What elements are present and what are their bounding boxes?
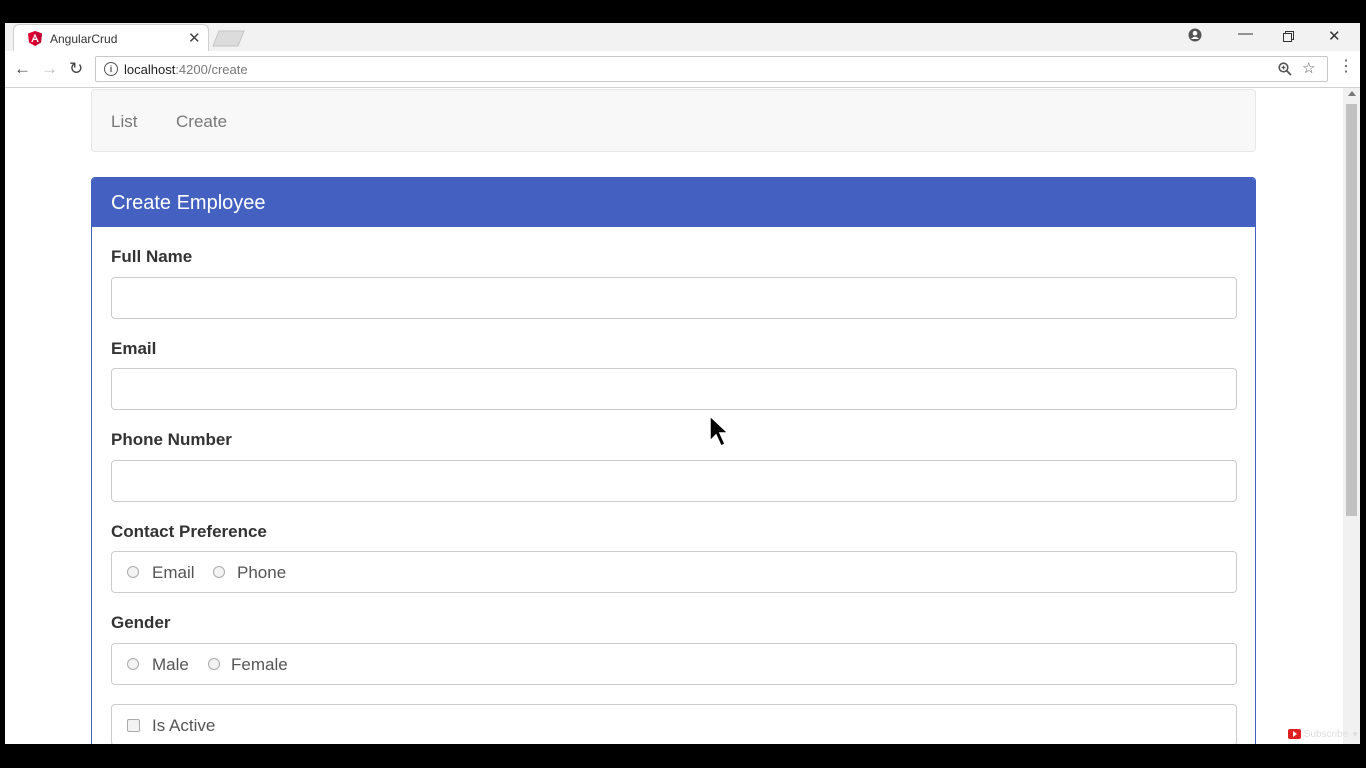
url-path: :4200/create <box>175 62 248 77</box>
panel-title: Create Employee <box>111 192 266 214</box>
back-icon[interactable]: ← <box>14 59 31 78</box>
tab-strip: AngularCrud ✕ — ✕ <box>5 23 1360 51</box>
profile-icon[interactable] <box>1188 28 1202 42</box>
contact-phone-label[interactable]: Phone <box>237 563 287 582</box>
browser-tab[interactable]: AngularCrud ✕ <box>13 24 209 51</box>
scroll-up-arrow-icon[interactable] <box>1348 91 1356 96</box>
minimize-icon[interactable]: — <box>1238 25 1253 42</box>
full-name-input[interactable] <box>111 277 1237 319</box>
info-icon[interactable]: i <box>104 62 118 76</box>
gender-male-label[interactable]: Male <box>152 655 189 674</box>
vertical-scrollbar[interactable] <box>1343 88 1360 744</box>
full-name-label: Full Name <box>111 247 193 266</box>
tab-title: AngularCrud <box>50 32 118 46</box>
create-employee-panel: Create Employee Full Name Email Phone Nu… <box>91 177 1256 744</box>
subscribe-label: Subscribe <box>1303 729 1349 740</box>
panel-heading: Create Employee <box>92 178 1255 227</box>
angular-logo-icon <box>28 31 42 46</box>
contact-email-radio[interactable] <box>127 566 139 578</box>
forward-icon[interactable]: → <box>41 59 58 78</box>
nav-create-link[interactable]: Create <box>176 112 228 131</box>
gender-female-radio[interactable] <box>208 658 220 670</box>
is-active-group: Is Active <box>111 704 1237 744</box>
nav-list-link[interactable]: List <box>111 112 138 131</box>
contact-preference-label: Contact Preference <box>111 522 267 541</box>
gender-label: Gender <box>111 613 171 632</box>
phone-number-input[interactable] <box>111 460 1237 502</box>
close-tab-icon[interactable]: ✕ <box>188 30 201 47</box>
page-viewport: List Create Create Employee Full Name Em… <box>5 88 1343 744</box>
contact-preference-group: Email Phone <box>111 551 1237 593</box>
close-window-icon[interactable]: ✕ <box>1328 28 1341 45</box>
email-input[interactable] <box>111 368 1237 410</box>
is-active-checkbox[interactable] <box>127 719 140 732</box>
reload-icon[interactable]: ↻ <box>69 59 84 78</box>
phone-number-label: Phone Number <box>111 430 232 449</box>
mouse-cursor-icon <box>709 415 730 448</box>
scrollbar-thumb[interactable] <box>1346 104 1357 516</box>
youtube-icon <box>1288 729 1301 740</box>
zoom-icon[interactable] <box>1278 62 1292 76</box>
top-navbar: List Create <box>91 89 1256 152</box>
restore-icon[interactable] <box>1283 31 1294 42</box>
contact-email-label[interactable]: Email <box>152 563 195 582</box>
gender-male-radio[interactable] <box>127 658 139 670</box>
bookmark-star-icon[interactable]: ☆ <box>1302 60 1316 77</box>
gender-group: Male Female <box>111 643 1237 685</box>
gender-female-label[interactable]: Female <box>231 655 288 674</box>
is-active-label[interactable]: Is Active <box>152 716 216 735</box>
browser-toolbar: ← → ↻ i localhost:4200/create ☆ ⋮ <box>5 51 1360 88</box>
dropdown-arrow-icon[interactable]: ▼ <box>1351 730 1359 739</box>
url-text: localhost:4200/create <box>124 62 248 77</box>
email-label: Email <box>111 339 157 358</box>
subscribe-overlay[interactable]: Subscribe ▼ <box>1288 729 1359 744</box>
url-host: localhost <box>124 62 176 77</box>
contact-phone-radio[interactable] <box>213 566 225 578</box>
new-tab-button[interactable] <box>211 30 245 47</box>
address-bar[interactable]: i localhost:4200/create ☆ <box>95 56 1328 82</box>
browser-window: AngularCrud ✕ — ✕ ← → ↻ i localhost:4200… <box>5 23 1360 744</box>
browser-menu-icon[interactable]: ⋮ <box>1338 58 1354 75</box>
